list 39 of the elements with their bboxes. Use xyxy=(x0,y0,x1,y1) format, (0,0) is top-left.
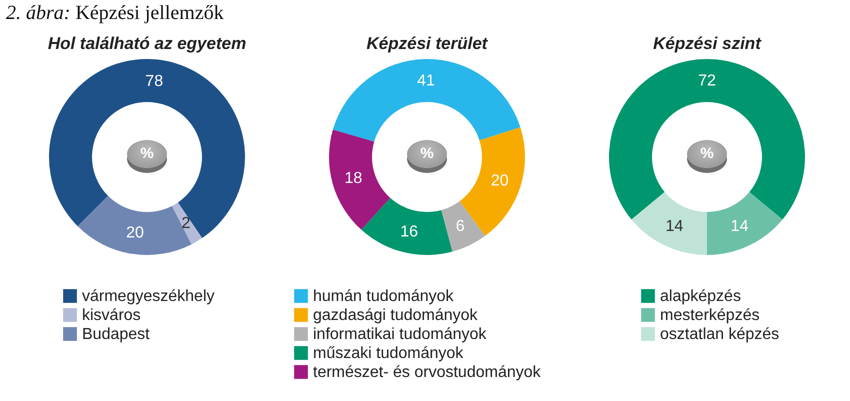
legend-label: természet- és orvostudományok xyxy=(313,364,542,381)
data-label: 41 xyxy=(417,72,436,90)
donut-slice xyxy=(329,130,390,230)
data-label: 6 xyxy=(456,218,465,235)
legend-label: mesterképzés xyxy=(660,307,760,324)
donut-slice xyxy=(441,201,486,252)
chart-title: Hol található az egyetem xyxy=(48,34,246,53)
legend-label: informatikai tudományok xyxy=(313,326,488,343)
data-label: 2 xyxy=(181,214,190,232)
data-label: 18 xyxy=(344,170,362,187)
legend-label: gazdasági tudományok xyxy=(313,307,479,324)
donut-slice xyxy=(49,59,245,238)
data-label: 78 xyxy=(145,72,164,90)
donut-slice xyxy=(332,59,520,142)
data-label: 14 xyxy=(666,218,684,236)
donut-slice xyxy=(631,192,707,255)
legend-label: műszaki tudományok xyxy=(313,345,464,362)
legend-label: kisváros xyxy=(82,307,141,324)
text: % xyxy=(420,145,434,162)
legend-label: alapképzés xyxy=(660,288,741,305)
legend-label: osztatlan képzés xyxy=(660,326,780,343)
data-label: 20 xyxy=(126,224,144,242)
donut-slice xyxy=(707,192,783,255)
chart-title: Képzési szint xyxy=(653,34,762,53)
donut-slice xyxy=(361,198,452,255)
text: % xyxy=(140,145,154,162)
text: % xyxy=(700,145,714,162)
legend-label: humán tudományok xyxy=(313,288,455,305)
legend-label: Budapest xyxy=(82,326,150,343)
data-label: 16 xyxy=(400,223,418,240)
text: 2. ábra: Képzési jellemzők xyxy=(6,2,224,25)
data-label: 20 xyxy=(490,172,509,190)
donut-slice xyxy=(78,196,192,255)
data-label: 14 xyxy=(730,218,749,236)
donut-slice xyxy=(609,59,805,220)
data-label: 72 xyxy=(698,72,716,90)
legend-label: vármegyeszékhely xyxy=(82,288,214,305)
chart-title: Képzési terület xyxy=(366,34,489,53)
donut-slice xyxy=(172,202,202,244)
